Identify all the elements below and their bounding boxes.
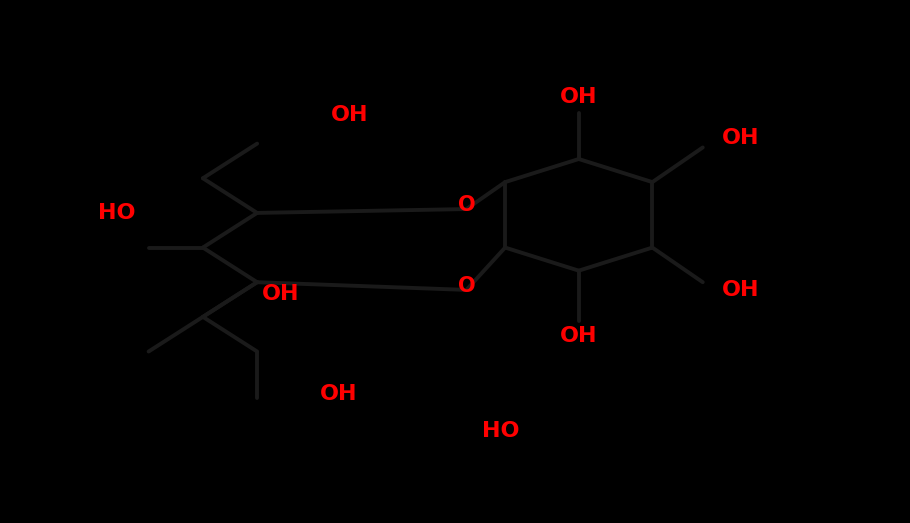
Text: OH: OH	[560, 87, 598, 107]
Text: HO: HO	[98, 203, 136, 223]
Text: OH: OH	[319, 384, 358, 404]
Text: OH: OH	[560, 326, 598, 346]
Text: OH: OH	[331, 105, 369, 125]
Text: HO: HO	[482, 421, 520, 441]
Text: OH: OH	[262, 284, 299, 304]
Text: OH: OH	[723, 128, 760, 148]
Text: OH: OH	[723, 280, 760, 300]
Text: O: O	[458, 195, 475, 215]
Text: O: O	[458, 276, 475, 296]
